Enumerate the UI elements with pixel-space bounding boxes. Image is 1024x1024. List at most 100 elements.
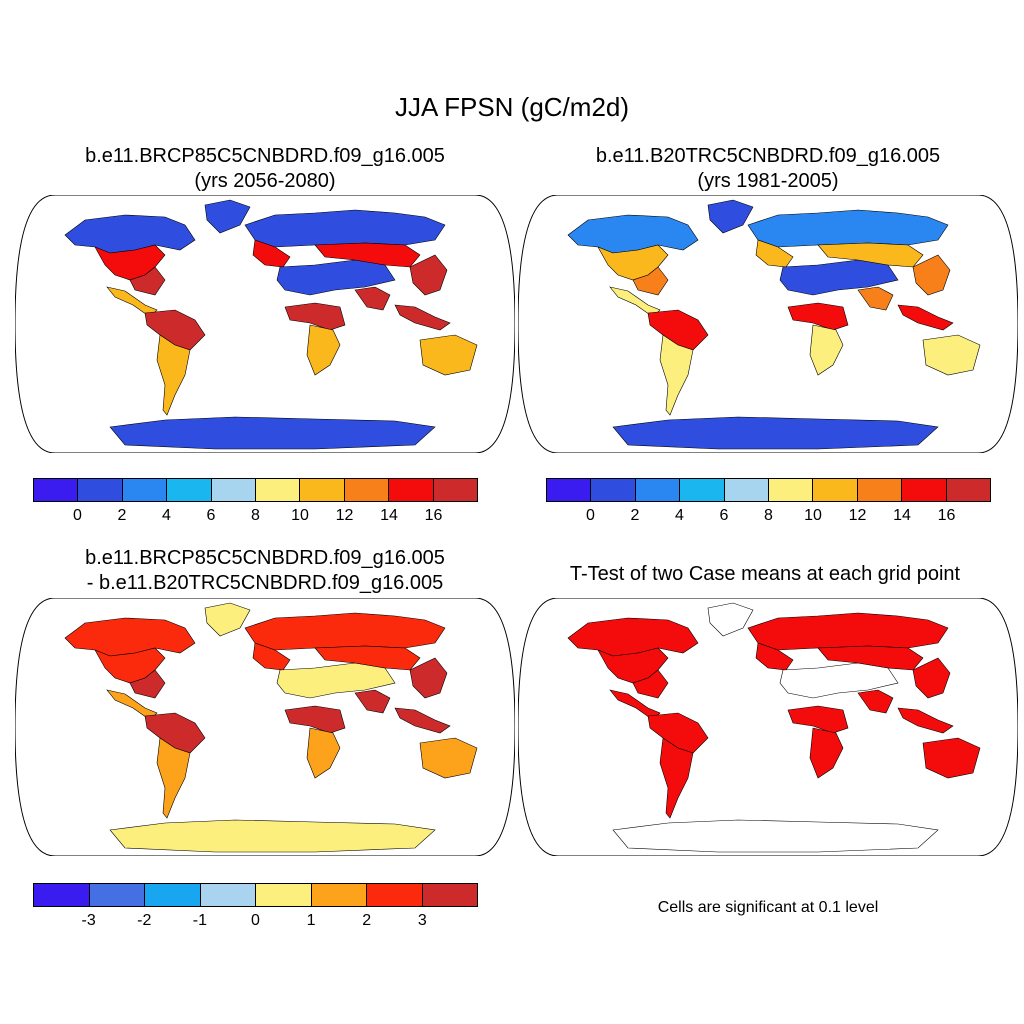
colorbar-swatch	[145, 884, 201, 906]
map-land-region	[659, 737, 694, 819]
map-land-region	[156, 737, 191, 819]
colorbar-swatch	[547, 479, 592, 501]
colorbar-swatch	[769, 479, 814, 501]
colorbar-swatch	[256, 884, 312, 906]
colorbar-tick-label: 10	[291, 507, 309, 524]
colorbar-swatch	[591, 479, 636, 501]
map-future	[15, 195, 515, 453]
colorbar-tick-label: 3	[417, 912, 427, 929]
colorbar-swatch	[813, 479, 858, 501]
map-land-region	[419, 737, 478, 779]
map-diff	[15, 598, 515, 856]
map-land-region	[787, 705, 849, 734]
colorbar-swatch	[367, 884, 423, 906]
panel-title-diff: b.e11.BRCP85C5CNBDRD.f09_g16.005 - b.e11…	[5, 546, 525, 596]
colorbar-future	[33, 478, 478, 502]
panel-title-hist: b.e11.B20TRC5CNBDRD.f09_g16.005 (yrs 198…	[518, 144, 1018, 194]
colorbar-swatch	[78, 479, 123, 501]
panel-title-ttest: T-Test of two Case means at each grid po…	[569, 563, 961, 585]
colorbar-diff-ticks: -3 -2 -1 0 1 2 3	[33, 912, 478, 934]
colorbar-swatch	[635, 479, 681, 501]
colorbar-future-ticks: 0 2 4 6 8 10 12 14 16	[33, 507, 478, 529]
map-land-region	[857, 286, 894, 311]
colorbar-tick-label: 4	[162, 507, 171, 524]
colorbar-swatch	[200, 884, 256, 906]
colorbar-tick-label: 10	[804, 507, 822, 524]
map-land-region	[109, 819, 436, 853]
map-hist	[518, 195, 1018, 453]
map-land-region	[809, 324, 844, 376]
colorbar-swatch	[946, 479, 991, 501]
colorbar-tick-label: 6	[206, 507, 216, 524]
colorbar-tick-label: 4	[675, 507, 684, 524]
colorbar-swatch	[167, 479, 212, 501]
map-frame	[518, 598, 1018, 856]
map-land-region	[857, 689, 894, 714]
colorbar-tick-label: 14	[893, 507, 911, 524]
map-frame	[15, 598, 515, 856]
colorbar-tick-label: 6	[719, 507, 729, 524]
colorbar-swatch	[422, 884, 477, 906]
map-land-region	[787, 302, 849, 331]
colorbar-swatch	[122, 479, 168, 501]
colorbar-tick-label: -2	[137, 912, 152, 929]
map-land-region	[284, 705, 346, 734]
colorbar-tick-label: 2	[117, 507, 127, 524]
map-land-region	[129, 669, 166, 699]
colorbar-tick-label: 1	[306, 912, 316, 929]
map-land-region	[394, 707, 451, 734]
panel-title-line2: (yrs 2056-2080)	[194, 170, 336, 192]
colorbar-swatch	[211, 479, 257, 501]
colorbar-swatch	[89, 884, 145, 906]
map-land-region	[612, 819, 939, 853]
panel-title-future: b.e11.BRCP85C5CNBDRD.f09_g16.005 (yrs 20…	[15, 144, 515, 194]
colorbar-swatch	[34, 884, 90, 906]
colorbar-hist	[546, 478, 991, 502]
map-land-region	[204, 199, 251, 234]
panel-title-line2: (yrs 1981-2005)	[697, 170, 839, 192]
map-land-region	[109, 416, 436, 450]
colorbar-swatch	[857, 479, 903, 501]
map-land-region	[394, 304, 451, 331]
colorbar-tick-label: 0	[251, 912, 260, 929]
colorbar-swatch	[311, 884, 367, 906]
map-land-region	[809, 727, 844, 779]
map-land-region	[632, 669, 669, 699]
map-land-region	[354, 689, 391, 714]
figure-title: JJA FPSN (gC/m2d)	[394, 92, 630, 122]
map-land-region	[419, 334, 478, 376]
map-land-region	[779, 662, 899, 699]
map-land-region	[306, 727, 341, 779]
map-land-region	[632, 266, 669, 296]
colorbar-swatch	[300, 479, 345, 501]
map-land-region	[354, 286, 391, 311]
colorbar-swatch	[433, 479, 478, 501]
colorbar-swatch	[724, 479, 770, 501]
colorbar-hist-ticks: 0 2 4 6 8 10 12 14 16	[546, 507, 991, 529]
map-land-region	[659, 334, 694, 416]
colorbar-tick-label: 2	[362, 912, 372, 929]
map-land-region	[276, 662, 396, 699]
map-ttest	[518, 598, 1018, 856]
map-land-region	[922, 334, 981, 376]
map-land-region	[747, 612, 949, 651]
map-land-region	[612, 416, 939, 450]
colorbar-tick-label: -1	[192, 912, 207, 929]
map-land-region	[779, 259, 899, 296]
colorbar-tick-label: 2	[630, 507, 640, 524]
colorbar-tick-label: 16	[937, 507, 956, 524]
map-land-region	[204, 602, 251, 637]
map-land-region	[129, 266, 166, 296]
map-land-region	[747, 209, 949, 248]
map-land-region	[409, 657, 448, 699]
map-land-region	[912, 657, 951, 699]
colorbar-tick-label: 0	[73, 507, 82, 524]
colorbar-swatch	[389, 479, 434, 501]
colorbar-tick-label: 12	[848, 507, 867, 524]
panel-title-line1: b.e11.BRCP85C5CNBDRD.f09_g16.005	[85, 145, 445, 167]
colorbar-diff	[33, 883, 478, 907]
colorbar-tick-label: -3	[81, 912, 96, 929]
colorbar-swatch	[256, 479, 301, 501]
map-land-region	[306, 324, 341, 376]
map-land-region	[707, 199, 754, 234]
